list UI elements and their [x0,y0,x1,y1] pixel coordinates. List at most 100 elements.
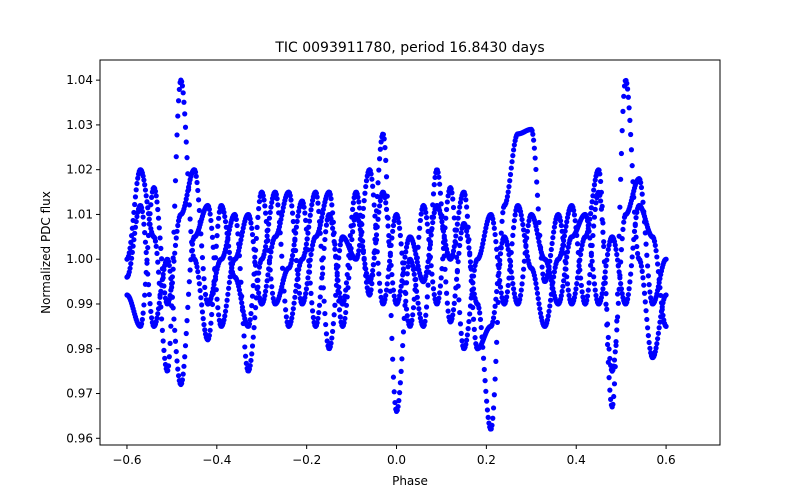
data-point [140,214,146,220]
data-point [135,175,141,181]
data-point [159,256,165,262]
data-point [374,224,380,230]
data-point [212,266,218,272]
data-point [537,306,543,312]
data-point [328,196,334,202]
data-point [127,265,133,271]
data-point [356,248,362,254]
data-point [507,263,514,269]
data-point [398,368,404,374]
x-tick-label: 0.0 [387,453,406,467]
data-point [360,249,366,256]
data-point [269,290,276,296]
data-point [481,233,487,239]
data-point [508,165,514,171]
data-point [185,304,191,310]
data-point [550,235,556,241]
data-point [587,271,593,278]
data-point [356,218,362,224]
data-point [308,290,314,296]
data-point [323,229,329,235]
data-point [484,407,490,413]
data-point [157,294,163,300]
data-point [216,312,222,318]
data-point [302,250,308,256]
data-point [264,233,270,239]
data-point [289,315,295,321]
data-point [144,199,150,205]
data-point [159,276,165,283]
data-point [200,316,206,322]
data-point [604,257,610,263]
data-point [199,254,206,261]
data-point [456,209,462,216]
data-point [291,242,297,248]
data-point [523,242,529,248]
data-point [342,315,348,322]
data-point [140,310,146,316]
data-point [387,252,393,259]
data-point [216,209,222,215]
data-point [183,196,189,202]
data-point [534,285,540,291]
data-point [356,222,363,228]
data-point [656,325,662,331]
data-point [459,338,465,344]
data-point [172,203,178,209]
data-point [533,166,539,173]
data-point [645,273,651,279]
data-point [414,259,420,265]
data-point [624,80,630,86]
data-point [440,223,446,229]
x-tick-label: 0.2 [477,453,496,467]
data-point [454,227,460,233]
data-point [145,271,151,277]
data-point [180,90,186,96]
data-point [445,193,451,199]
data-point [578,275,584,281]
data-point [316,309,322,316]
data-point [269,199,275,206]
data-point [182,343,189,349]
data-point [498,290,504,296]
data-point [397,232,403,239]
data-point [182,124,189,130]
data-point [262,293,268,299]
data-point [186,202,192,208]
data-point [308,207,314,213]
data-point [657,285,663,291]
y-tick-label: 1.03 [66,118,93,132]
data-point [173,348,179,355]
data-point [579,289,585,295]
data-point [161,266,167,273]
data-point [147,211,153,217]
data-point [628,271,634,277]
data-point [607,355,613,362]
data-point [417,217,423,224]
data-point [417,225,423,231]
data-point [563,223,569,229]
data-point [384,281,390,287]
data-point [237,241,243,247]
data-point [466,237,472,243]
data-point [209,234,216,240]
data-point [576,263,582,269]
data-point [142,230,148,236]
data-point [375,180,381,186]
data-point [208,320,214,326]
data-point [309,308,316,314]
data-point [418,211,424,217]
data-point [464,332,470,338]
data-point [269,244,275,250]
data-point [370,192,377,198]
data-point [491,225,497,231]
data-point [154,315,160,321]
data-point [618,176,624,182]
data-point [319,214,325,221]
data-point [186,279,192,285]
data-point [317,294,323,300]
data-point [242,344,248,350]
data-point [146,291,152,298]
data-point [255,214,261,220]
